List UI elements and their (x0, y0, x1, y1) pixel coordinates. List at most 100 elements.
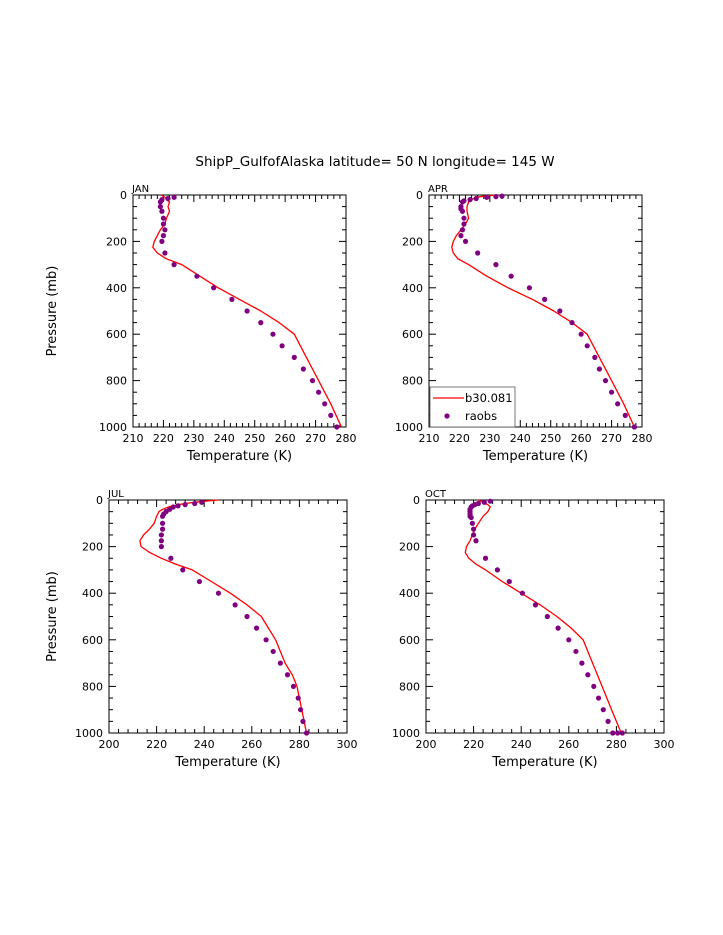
raobs-point (194, 273, 200, 279)
x-tick-label: 260 (241, 738, 262, 751)
raobs-point (481, 499, 487, 505)
raobs-point (631, 424, 637, 430)
x-tick-label: 240 (214, 432, 235, 445)
model-line-jan (152, 194, 342, 428)
raobs-point (578, 331, 584, 337)
raobs-point (270, 648, 276, 655)
y-tick-label: 200 (82, 541, 103, 554)
raobs-point (584, 343, 590, 349)
raobs-point (459, 199, 466, 205)
x-tick-label: 270 (305, 432, 326, 445)
y-tick-label: 200 (399, 541, 420, 554)
raobs-point (322, 401, 328, 407)
model-line-oct (464, 499, 622, 734)
raobs-point (232, 602, 238, 608)
x-tick-label: 270 (601, 432, 622, 445)
raobs-point (160, 215, 167, 221)
y-tick-label: 0 (416, 189, 423, 202)
y-tick-label: 1000 (75, 727, 103, 740)
raobs-point (610, 730, 616, 736)
raobs-point (532, 602, 539, 608)
raobs-point (482, 555, 489, 561)
y-tick-label: 400 (399, 587, 420, 600)
raobs-point (473, 538, 479, 544)
panel-label: APR (428, 184, 448, 195)
x-tick-label: 260 (558, 738, 579, 751)
y-tick-label: 800 (82, 680, 103, 693)
raobs-point (244, 613, 250, 620)
raobs-point (471, 532, 477, 538)
raobs-point (159, 526, 166, 532)
raobs-point (555, 625, 561, 631)
x-tick-label: 250 (244, 432, 265, 445)
raobs-point (473, 195, 479, 202)
raobs-point (192, 500, 198, 507)
figure-title: ShipP_GulfofAlaska latitude= 50 N longit… (195, 154, 554, 170)
y-tick-label: 800 (106, 375, 127, 388)
x-tick-label: 280 (289, 738, 310, 751)
raobs-point (253, 625, 260, 631)
panel-jul: 200 220 240 260 280 300 0 200 400 600 800 1000 Tempe… (45, 489, 358, 770)
raobs-point (258, 320, 264, 326)
raobs-point (158, 538, 164, 544)
raobs-point (180, 567, 186, 573)
raobs-point (165, 195, 171, 202)
raobs-point (309, 378, 316, 384)
legend: b30.081 raobs (429, 386, 516, 428)
raobs-point (493, 194, 499, 200)
raobs-point (461, 215, 467, 221)
x-tick-label: 240 (511, 738, 532, 751)
raobs-point (159, 208, 165, 214)
raobs-point (159, 513, 166, 519)
y-tick-label: 200 (402, 235, 423, 248)
x-tick-label: 230 (183, 432, 204, 445)
x-axis-label: Temperature (K) (491, 755, 597, 770)
raobs-point (199, 499, 205, 505)
raobs-point (263, 637, 269, 643)
x-tick-label: 280 (606, 738, 627, 751)
raobs-point (595, 695, 602, 701)
raobs-point (158, 544, 164, 550)
y-tick-label: 800 (399, 680, 420, 693)
raobs-point (160, 233, 167, 239)
x-tick-label: 260 (275, 432, 296, 445)
x-tick-label: 240 (510, 432, 531, 445)
raobs-point (160, 221, 167, 227)
raobs-point (600, 707, 606, 713)
y-tick-label: 800 (402, 375, 423, 388)
x-tick-label: 200 (416, 738, 437, 751)
x-tick-label: 280 (632, 432, 653, 445)
x-tick-label: 220 (449, 432, 470, 445)
raobs-point (459, 208, 466, 214)
raobs-point (300, 718, 306, 724)
x-axis-label: Temperature (K) (482, 449, 588, 464)
x-tick-label: 260 (571, 432, 592, 445)
legend-label-obs: raobs (465, 409, 497, 423)
raobs-point (462, 238, 469, 244)
legend-marker-swatch (444, 413, 450, 419)
raobs-point (162, 227, 168, 233)
raobs-point (459, 227, 466, 233)
legend-label-model: b30.081 (465, 391, 513, 405)
y-tick-label: 1000 (395, 421, 423, 434)
x-tick-label: 240 (194, 738, 215, 751)
y-tick-label: 400 (402, 282, 423, 295)
raobs-point (158, 532, 164, 538)
raobs-point (277, 660, 283, 666)
plot-frame-jul (108, 499, 348, 734)
x-tick-label: 220 (153, 432, 174, 445)
panels-group: 210 220 230 240 250 260 270 280 0 200 400 600 800 100… (45, 184, 675, 770)
raobs-point (295, 695, 301, 701)
model-line-jul (139, 499, 308, 734)
raobs-point (619, 730, 625, 736)
legend-box (429, 386, 516, 428)
y-tick-label: 200 (106, 235, 127, 248)
raobs-point (602, 378, 609, 384)
y-tick-label: 600 (82, 634, 103, 647)
raobs-point (469, 520, 476, 526)
y-tick-label: 1000 (99, 421, 127, 434)
raobs-point (229, 296, 235, 302)
x-tick-label: 300 (337, 738, 358, 751)
raobs-point (484, 194, 490, 200)
